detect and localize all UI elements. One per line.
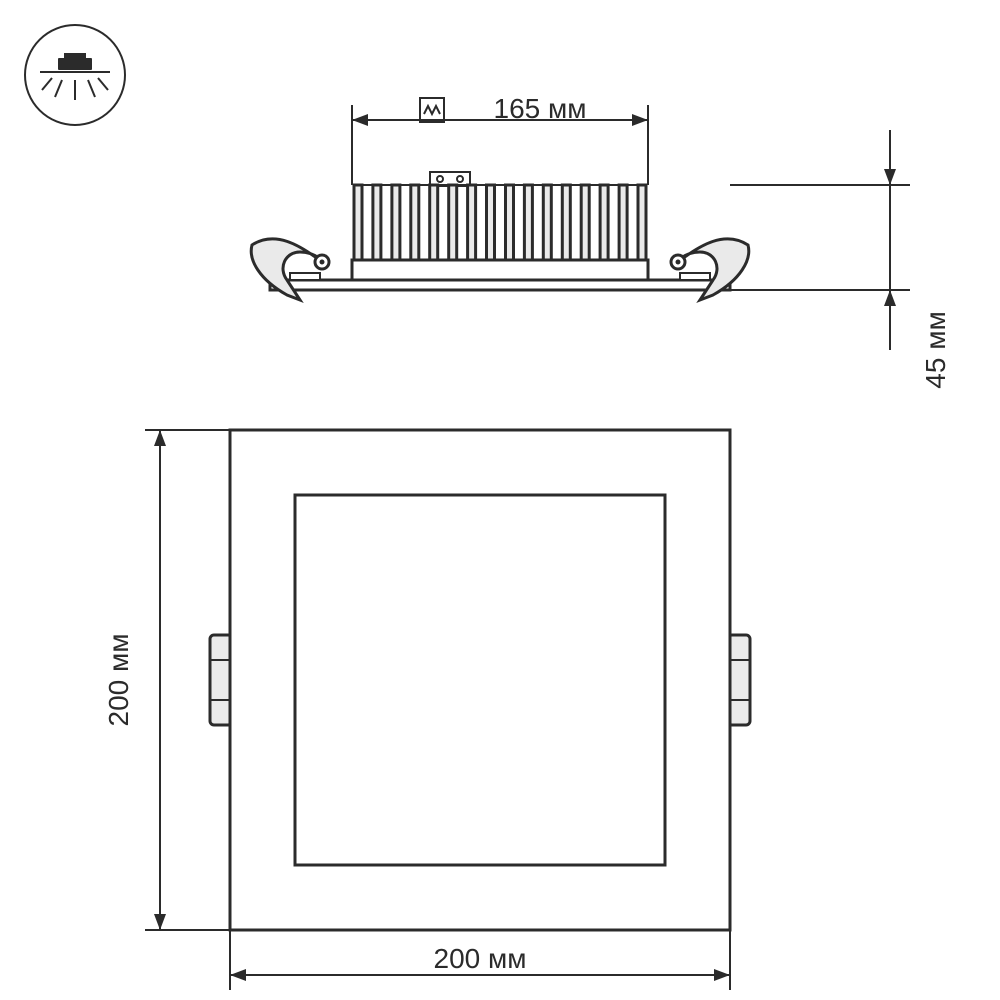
heatsink-fin <box>430 185 438 260</box>
dim-width: 200 мм <box>230 930 730 990</box>
heatsink-fin <box>411 185 419 260</box>
dim-width-label: 200 мм <box>434 943 527 974</box>
dim-height: 45 мм <box>730 130 951 389</box>
side-view: 165 мм 45 мм <box>251 93 951 389</box>
heatsink-fin <box>619 185 627 260</box>
dim-height-label: 45 мм <box>920 311 951 388</box>
heatsink-fin <box>354 185 362 260</box>
heatsink-fin <box>524 185 532 260</box>
heatsink-fin <box>468 185 476 260</box>
technical-drawing: 165 мм 45 мм 200 мм <box>0 0 1000 1000</box>
dim-depth-label: 200 мм <box>103 634 134 727</box>
heatsink-fin <box>562 185 570 260</box>
heatsink-fin <box>449 185 457 260</box>
front-view: 200 мм 200 мм <box>103 430 750 990</box>
heatsink-fin <box>581 185 589 260</box>
heatsink-fin <box>487 185 495 260</box>
dim-cutout-label: 165 мм <box>494 93 587 124</box>
heatsink-fin <box>638 185 646 260</box>
heatsink-fin <box>392 185 400 260</box>
heatsink-fin <box>373 185 381 260</box>
dim-cutout: 165 мм <box>352 93 648 185</box>
heatsink-fin <box>543 185 551 260</box>
downlight-icon <box>25 25 125 125</box>
heatsink-fin <box>600 185 608 260</box>
heatsink-fin <box>506 185 514 260</box>
